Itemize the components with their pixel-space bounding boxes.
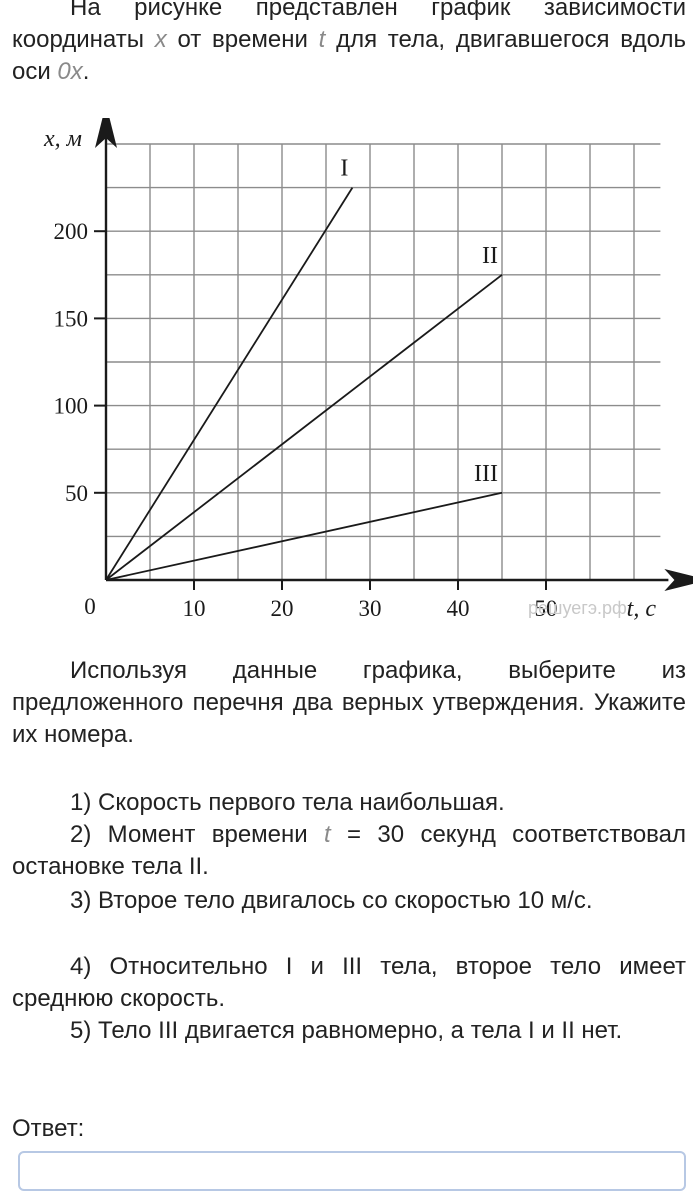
x-tick-label: 20 <box>271 596 294 621</box>
chart-grid <box>106 143 661 580</box>
variable-t: t <box>318 26 326 53</box>
statement-3: 3) Второе тело двигалось со скоростью 10… <box>70 887 593 914</box>
y-tick-label: 200 <box>54 219 89 244</box>
series-label-3: III <box>474 461 498 487</box>
position-time-chart: 10 20 30 40 50 50 100 150 200 0 I II III x, м t, с решу… <box>0 118 693 638</box>
statement-5: 5) Тело III двигается равномерно, а тела… <box>70 1017 623 1044</box>
series-label-2: II <box>482 243 498 269</box>
answer-label: Ответ: <box>12 1115 85 1142</box>
intro-text-3: для тела, двигавшегося вдоль оси <box>12 26 687 85</box>
y-axis-title: x, м <box>43 126 82 152</box>
statement-2-text-1: 2) Момент времени <box>70 821 325 848</box>
task-instruction: Используя данные графика, выберите из пр… <box>12 657 686 748</box>
intro-text-1: На рисунке представлен график зависимост… <box>12 0 686 53</box>
x-tick-label: 10 <box>183 596 206 621</box>
x-tick-label: 30 <box>359 596 382 621</box>
watermark-text: решуегэ.рф <box>528 598 627 618</box>
y-axis-arrow <box>95 118 117 148</box>
problem-intro: На рисунке представлен график зависимост… <box>12 0 686 88</box>
statement-1: 1) Скорость первого тела наибольшая. <box>70 789 505 816</box>
chart-series <box>105 187 503 581</box>
series-label-1: I <box>340 156 348 182</box>
variable-x: x <box>154 26 167 53</box>
x-axis-arrow <box>664 569 693 591</box>
x-axis-title: t, с <box>627 596 657 622</box>
series-line-3 <box>105 491 503 581</box>
intro-text-4: . <box>82 58 90 85</box>
x-tick-label: 50 <box>535 596 558 621</box>
statement-2-variable: t <box>324 821 331 848</box>
statement-2-text-2: = 30 секунд соответствовал остановке тел… <box>12 821 687 880</box>
statement-2: 2) Момент времени t = 30 секунд соответс… <box>12 819 686 883</box>
axis-name: 0x <box>57 58 83 85</box>
origin-label: 0 <box>84 594 96 619</box>
intro-text-2: от времени <box>166 26 319 53</box>
statement-4: 4) Относительно I и III тела, второе тел… <box>12 953 686 1012</box>
y-tick-label: 100 <box>54 394 89 419</box>
chart-axes <box>94 118 693 591</box>
answer-input[interactable] <box>18 1151 686 1191</box>
x-tick-label: 40 <box>447 596 470 621</box>
y-tick-label: 50 <box>65 481 88 506</box>
series-line-1 <box>105 187 354 581</box>
y-tick-label: 150 <box>54 306 89 331</box>
series-line-2 <box>105 274 503 581</box>
